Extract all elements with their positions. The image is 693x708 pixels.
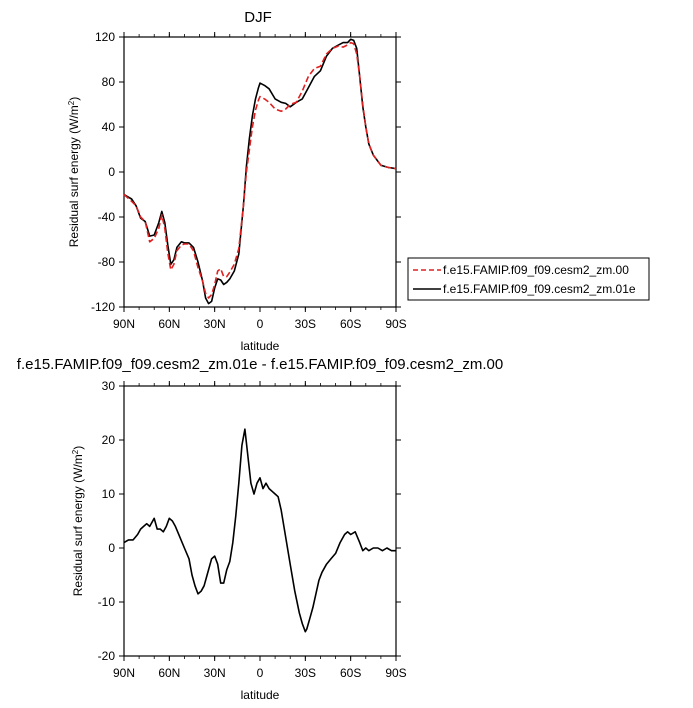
series-line-difference bbox=[123, 428, 396, 633]
y-tick-label: -80 bbox=[98, 255, 116, 269]
y-tick-label: -10 bbox=[98, 595, 116, 609]
legend-entry-label: f.e15.FAMIP.f09_f09.cesm2_zm.00 bbox=[443, 263, 629, 277]
plot-frame bbox=[123, 385, 397, 657]
axis-ticks: 90N 60N 30N 0 30S 60S 90S 30 20 10 0 -10 -20 bbox=[98, 379, 407, 680]
chart-title: DJF bbox=[244, 9, 272, 26]
x-tick-label: 60S bbox=[340, 317, 361, 331]
x-tick-label: 90S bbox=[385, 666, 406, 680]
y-tick-label: 40 bbox=[102, 120, 116, 134]
y-tick-label: 0 bbox=[108, 541, 115, 555]
x-tick-label: 30S bbox=[295, 666, 316, 680]
y-tick-label: 30 bbox=[102, 379, 116, 393]
legend-box bbox=[407, 257, 650, 301]
x-tick-label: 90S bbox=[385, 317, 406, 331]
y-tick-label: 80 bbox=[102, 75, 116, 89]
y-tick-label: 20 bbox=[102, 433, 116, 447]
y-axis-label: Residual surf energy (W/m2) bbox=[67, 97, 82, 248]
y-tick-label: -120 bbox=[91, 300, 115, 314]
y-axis-label: Residual surf energy (W/m2) bbox=[71, 446, 86, 597]
y-tick-label: -20 bbox=[98, 649, 116, 663]
legend: f.e15.FAMIP.f09_f09.cesm2_zm.00 f.e15.FA… bbox=[407, 257, 650, 301]
series-group bbox=[123, 428, 396, 633]
x-axis-label: latitude bbox=[241, 688, 280, 702]
axis-ticks: 90N 60N 30N 0 30S 60S 90S 120 80 40 0 -40 -80 -120 bbox=[91, 30, 407, 331]
series-line-zm-01e bbox=[123, 38, 397, 305]
x-axis-label: latitude bbox=[241, 339, 280, 353]
x-tick-label: 30N bbox=[204, 666, 226, 680]
chart-difference: f.e15.FAMIP.f09_f09.cesm2_zm.01e - f.e15… bbox=[17, 356, 503, 702]
x-tick-label: 60N bbox=[158, 317, 180, 331]
chart-title: f.e15.FAMIP.f09_f09.cesm2_zm.01e - f.e15… bbox=[17, 356, 503, 373]
x-tick-label: 0 bbox=[257, 317, 264, 331]
x-tick-label: 0 bbox=[257, 666, 264, 680]
x-tick-label: 60S bbox=[340, 666, 361, 680]
x-tick-label: 90N bbox=[113, 317, 135, 331]
chart-djf: DJF 90N 60N 30N 0 30S 60S 90S 120 80 40 0 -40 -80 -12… bbox=[67, 9, 650, 353]
plot-frame bbox=[123, 36, 397, 308]
y-tick-label: 10 bbox=[102, 487, 116, 501]
x-tick-label: 30S bbox=[295, 317, 316, 331]
y-tick-label: -40 bbox=[98, 210, 116, 224]
series-group bbox=[123, 38, 397, 305]
y-tick-label: 0 bbox=[108, 165, 115, 179]
legend-entry-label: f.e15.FAMIP.f09_f09.cesm2_zm.01e bbox=[443, 282, 636, 296]
y-tick-label: 120 bbox=[95, 30, 115, 44]
series-line-zm-00 bbox=[123, 41, 397, 299]
x-tick-label: 90N bbox=[113, 666, 135, 680]
x-tick-label: 30N bbox=[204, 317, 226, 331]
x-tick-label: 60N bbox=[158, 666, 180, 680]
